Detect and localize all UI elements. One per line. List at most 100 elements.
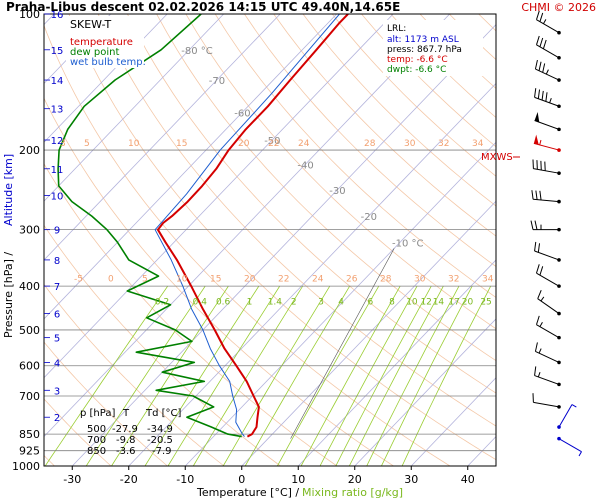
altitude-tick-label: 10 bbox=[51, 191, 64, 202]
isotherm bbox=[44, 14, 394, 379]
barb-feather bbox=[538, 61, 542, 71]
isotherms bbox=[44, 14, 496, 466]
adiabat-label: 3 bbox=[60, 139, 66, 149]
wind-barb bbox=[557, 404, 577, 429]
barb-dot bbox=[557, 127, 561, 132]
adiabat-label: 10 bbox=[128, 139, 140, 149]
altitude-tick-label: 2 bbox=[54, 413, 60, 424]
mixing-ratio-label: 0.2 bbox=[155, 297, 169, 307]
altitude-tick-label: 6 bbox=[54, 310, 60, 321]
dry-adiabat bbox=[273, 14, 496, 237]
barb-dot bbox=[557, 382, 561, 387]
level-table: p [hPa] T Td [°C] 500 -27.9 -34.9 700 -9… bbox=[80, 408, 182, 457]
x-axis-label-secondary: Mixing ratio [g/kg] bbox=[302, 486, 403, 499]
wind-barb bbox=[557, 436, 582, 457]
adiabat-label: 34 bbox=[472, 139, 484, 149]
dew-pointcurve bbox=[57, 14, 242, 438]
y-axis-title: Pressure [hPa] / Altitude [km] bbox=[2, 154, 15, 338]
mixing-ratio-label: 10 bbox=[406, 297, 418, 307]
barb-half-feather bbox=[571, 404, 577, 408]
adiabat-label: 22 bbox=[268, 139, 279, 149]
wet-bulb-temp-curve bbox=[154, 14, 340, 437]
chart-title: Praha-Libus descent 02.02.2026 14:15 UTC… bbox=[6, 0, 400, 14]
barb-feather bbox=[534, 241, 537, 252]
legend-temperature: temperature bbox=[70, 37, 133, 48]
adiabat-label: 30 bbox=[404, 139, 416, 149]
wind-barb bbox=[534, 366, 561, 387]
profile-curves bbox=[57, 14, 349, 438]
wind-barb bbox=[534, 88, 561, 109]
wind-barb bbox=[532, 159, 561, 175]
wind-barb bbox=[534, 112, 561, 132]
mixing-ratio-label: 8 bbox=[389, 297, 395, 307]
barb-half-feather bbox=[540, 296, 545, 302]
adiabat-label: 26 bbox=[346, 275, 358, 285]
barb-feather bbox=[534, 59, 538, 70]
x-tick-label: -20 bbox=[120, 473, 138, 486]
wind-barb bbox=[530, 220, 561, 232]
table-header-p: p [hPa] bbox=[80, 408, 115, 419]
mixing-ratio-label: 4 bbox=[338, 297, 344, 307]
table-header-t: T bbox=[122, 408, 130, 419]
isotherm-label: -40 bbox=[297, 160, 313, 171]
barb-staff bbox=[533, 168, 560, 174]
x-tick-label: 40 bbox=[461, 473, 475, 486]
adiabat-label: 15 bbox=[210, 275, 221, 285]
table-row-td: -7.9 bbox=[152, 446, 172, 457]
barb-feather bbox=[536, 315, 540, 325]
barb-staff bbox=[533, 142, 560, 151]
barb-pennant bbox=[534, 112, 540, 123]
x-axis-label: Temperature [°C] / bbox=[196, 486, 299, 499]
lcl-title: LRL: bbox=[387, 24, 406, 34]
barb-staff bbox=[536, 44, 560, 59]
y-tick-label: 100 bbox=[19, 8, 40, 21]
adiabat-label: 5 bbox=[142, 275, 148, 285]
altitude-tick-label: 13 bbox=[51, 105, 64, 116]
dry-adiabat bbox=[302, 14, 496, 207]
adiabat-label: 24 bbox=[298, 139, 310, 149]
y-axis-label: Pressure [hPa] / bbox=[2, 252, 15, 338]
temperaturecurve bbox=[156, 14, 349, 438]
y-tick-label: 400 bbox=[19, 280, 40, 293]
mixing-ratio-label: 17 bbox=[448, 297, 459, 307]
isotherm bbox=[44, 14, 281, 261]
adiabat-label: 20 bbox=[244, 275, 256, 285]
barb-feather bbox=[536, 35, 540, 45]
x-axis-title: Temperature [°C] / Mixing ratio [g/kg] bbox=[196, 486, 403, 499]
wind-barb bbox=[532, 393, 561, 409]
barb-staff bbox=[534, 96, 560, 107]
barb-staff bbox=[535, 68, 560, 81]
table-row-p: 500 bbox=[87, 424, 106, 435]
mixing-ratio-label: 0.4 bbox=[193, 297, 208, 307]
barb-feather bbox=[545, 92, 548, 102]
barb-half-feather bbox=[545, 69, 549, 75]
barb-staff bbox=[536, 324, 560, 339]
credit-label: CHMI © 2026 bbox=[521, 1, 596, 14]
barb-half-feather bbox=[542, 19, 547, 24]
table-header-td: Td [°C] bbox=[145, 408, 182, 419]
adiabat-label: 34 bbox=[482, 275, 494, 285]
barb-feather bbox=[541, 90, 544, 101]
adiabat-label: 30 bbox=[414, 275, 426, 285]
barb-feather bbox=[542, 39, 547, 49]
isotherm bbox=[44, 14, 337, 320]
table-row-t: -27.9 bbox=[112, 424, 138, 435]
barb-feather bbox=[539, 12, 544, 22]
barb-feather bbox=[539, 266, 544, 276]
barb-dot bbox=[557, 360, 561, 365]
barb-feather bbox=[537, 243, 541, 253]
barb-dot bbox=[557, 258, 561, 262]
x-tick-label: 10 bbox=[291, 473, 305, 486]
barb-dot bbox=[557, 284, 561, 288]
barb-feather bbox=[535, 190, 538, 200]
adiabat-label: 28 bbox=[364, 139, 376, 149]
barb-feather bbox=[534, 342, 538, 352]
lcl-press: press: 867.7 hPa bbox=[387, 45, 462, 55]
barb-feather bbox=[542, 63, 546, 73]
table-row-t: -3.6 bbox=[116, 446, 136, 457]
isotherm bbox=[128, 82, 496, 466]
adiabat-label: 20 bbox=[238, 139, 250, 149]
altitude-tick-label: 11 bbox=[51, 165, 64, 176]
wind-barb bbox=[536, 35, 561, 60]
barb-half-feather bbox=[539, 139, 542, 146]
